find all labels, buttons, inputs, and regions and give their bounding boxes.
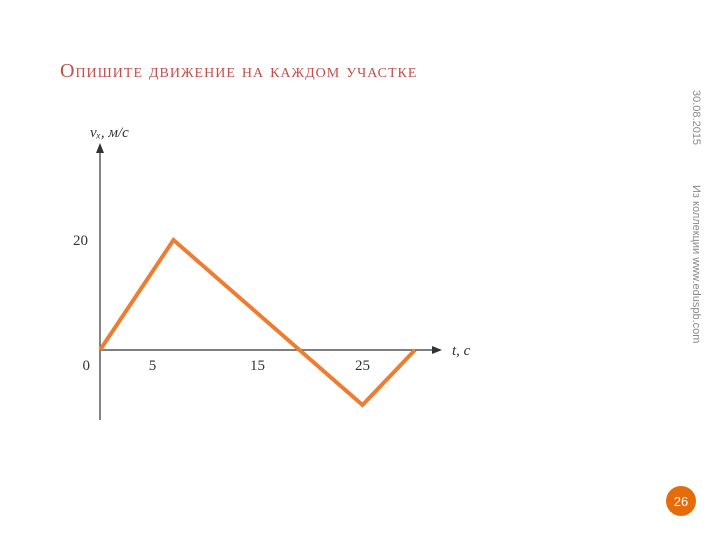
side-date: 30.08.2015	[690, 90, 702, 145]
side-credit: Из коллекции www.eduspb.com	[690, 185, 702, 343]
velocity-line	[100, 240, 415, 405]
y-axis-label: vₓ, м/с	[90, 125, 129, 141]
y-tick-label: 20	[73, 233, 88, 249]
velocity-time-chart: vₓ, м/с t, c 0 5 15 25 20	[60, 120, 480, 450]
x-tick-label: 25	[355, 358, 370, 374]
chart-svg: vₓ, м/с t, c 0 5 15 25 20	[60, 120, 480, 450]
x-axis-label: t, c	[452, 343, 471, 359]
page-number-badge: 26	[666, 486, 696, 516]
slide-title: Опишите движение на каждом участке	[60, 60, 417, 83]
x-tick-label: 0	[83, 358, 91, 374]
x-tick-label: 15	[250, 358, 265, 374]
page-number: 26	[674, 494, 688, 509]
slide: Опишите движение на каждом участке 30.08…	[0, 0, 720, 540]
x-tick-label: 5	[149, 358, 157, 374]
